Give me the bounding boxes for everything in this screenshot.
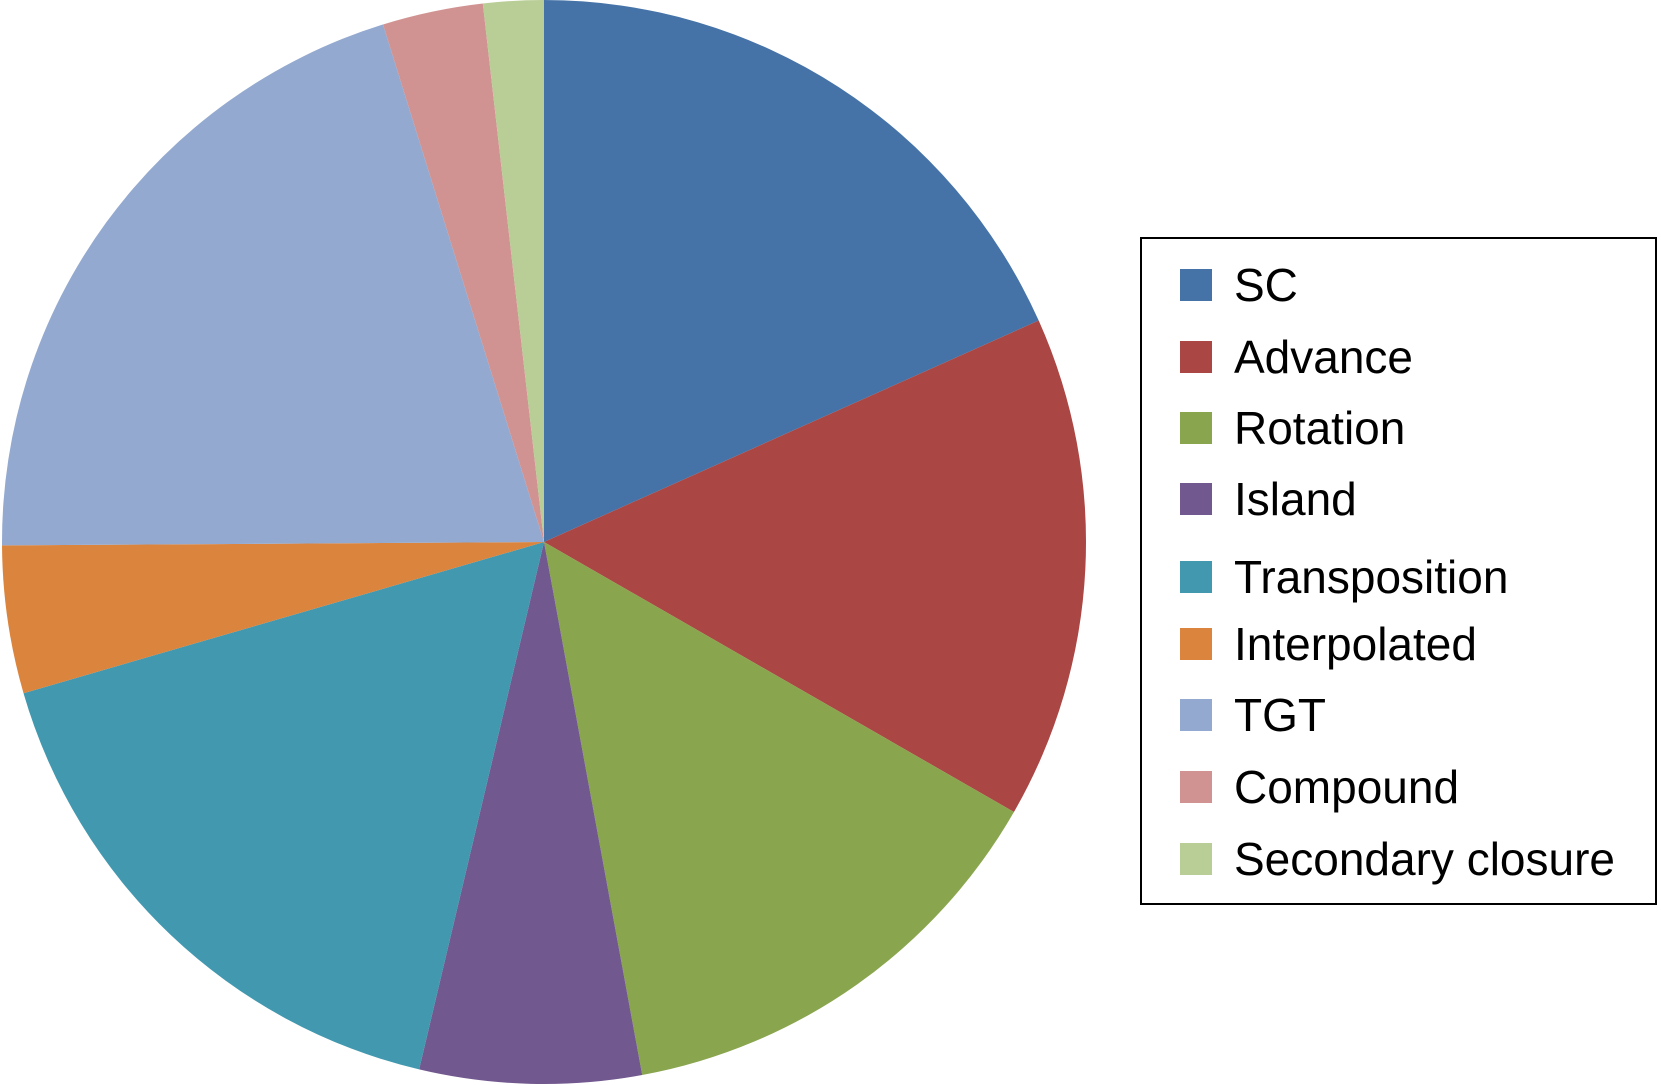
pie-slice-interpolated xyxy=(2,542,544,694)
legend-label: SC xyxy=(1234,259,1298,311)
pie-slice-tgt xyxy=(1,24,544,546)
legend-swatch xyxy=(1180,269,1212,301)
legend-item-interpolated: Interpolated xyxy=(1180,620,1477,668)
legend-swatch xyxy=(1180,628,1212,660)
legend-item-advance: Advance xyxy=(1180,333,1413,381)
legend-item-sc: SC xyxy=(1180,261,1298,309)
pie-slice-island xyxy=(419,542,643,1085)
pie-slice-transposition xyxy=(23,542,544,1070)
pie-slices xyxy=(1,0,1087,1085)
legend-label: Interpolated xyxy=(1234,618,1477,670)
legend-label: Advance xyxy=(1234,331,1414,383)
legend-swatch xyxy=(1180,483,1212,515)
legend-swatch xyxy=(1180,771,1212,803)
pie-slice-rotation xyxy=(544,542,1014,1076)
legend-label: Secondary closure xyxy=(1234,833,1615,885)
legend-item-tgt: TGT xyxy=(1180,691,1326,739)
legend-item-compound: Compound xyxy=(1180,763,1459,811)
legend-label: Compound xyxy=(1234,761,1460,813)
legend-item-secondary-closure: Secondary closure xyxy=(1180,835,1615,883)
pie-slice-advance xyxy=(544,320,1087,813)
pie-slice-secondary-closure xyxy=(482,0,544,542)
legend: SC Advance Rotation Island Transposition… xyxy=(1140,237,1657,905)
legend-item-transposition: Transposition xyxy=(1180,553,1508,601)
legend-swatch xyxy=(1180,341,1212,373)
legend-swatch xyxy=(1180,699,1212,731)
legend-label: Transposition xyxy=(1234,551,1509,603)
legend-swatch xyxy=(1180,561,1212,593)
pie-slice-compound xyxy=(383,3,544,542)
legend-swatch xyxy=(1180,412,1212,444)
legend-label: TGT xyxy=(1234,689,1326,741)
legend-item-rotation: Rotation xyxy=(1180,404,1405,452)
legend-item-island: Island xyxy=(1180,475,1357,523)
legend-label: Island xyxy=(1234,473,1357,525)
legend-label: Rotation xyxy=(1234,402,1406,454)
legend-swatch xyxy=(1180,843,1212,875)
pie-slice-sc xyxy=(544,0,1039,542)
